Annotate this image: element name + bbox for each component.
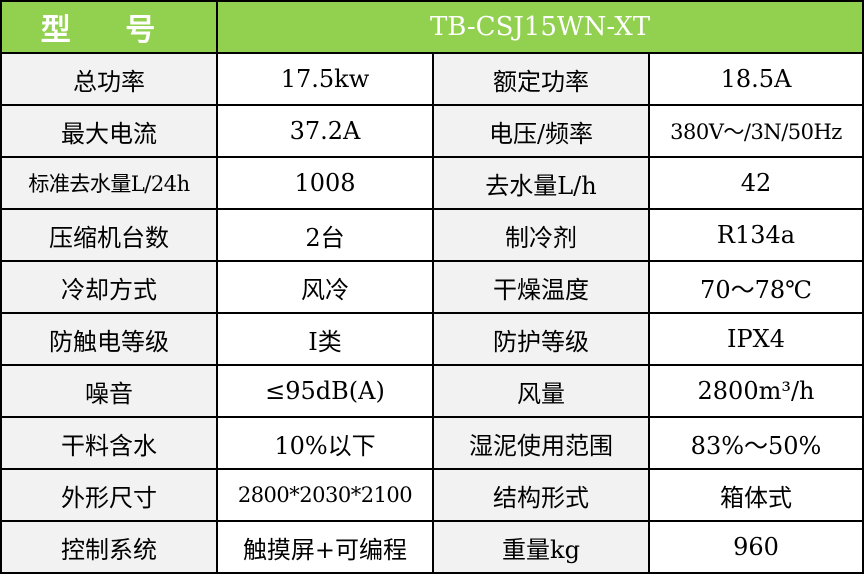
spec-value: 2800m³/h	[647, 364, 864, 418]
table-row: 防触电等级 I类 防护等级 IPX4	[0, 312, 864, 366]
spec-key: 外形尺寸	[0, 468, 218, 522]
spec-key: 压缩机台数	[0, 208, 218, 262]
table-row: 控制系统 触摸屏+可编程 重量kg 960	[0, 520, 864, 574]
spec-value: IPX4	[647, 312, 864, 366]
spec-value: 18.5A	[647, 52, 864, 106]
table-row: 外形尺寸 2800*2030*2100 结构形式 箱体式	[0, 468, 864, 522]
spec-key: 标准去水量L/24h	[0, 156, 218, 210]
spec-key: 防护等级	[432, 312, 650, 366]
spec-key: 电压/频率	[432, 104, 650, 158]
spec-value: 70～78℃	[647, 260, 864, 314]
model-label: 型 号	[0, 0, 218, 54]
spec-value: 1008	[216, 156, 434, 210]
spec-value: 触摸屏+可编程	[216, 520, 434, 574]
spec-value: I类	[216, 312, 434, 366]
spec-key: 干燥温度	[432, 260, 650, 314]
spec-value: 960	[647, 520, 864, 574]
spec-key: 干料含水	[0, 416, 218, 470]
spec-key: 冷却方式	[0, 260, 218, 314]
spec-value: 380V～/3N/50Hz	[647, 104, 864, 158]
spec-key: 额定功率	[432, 52, 650, 106]
spec-value: 17.5kw	[216, 52, 434, 106]
spec-key: 湿泥使用范围	[432, 416, 650, 470]
model-value: TB-CSJ15WN-XT	[215, 0, 864, 54]
spec-value: 2台	[216, 208, 434, 262]
spec-key: 制冷剂	[432, 208, 650, 262]
spec-value: 42	[647, 156, 864, 210]
table-row: 干料含水 10%以下 湿泥使用范围 83%～50%	[0, 416, 864, 470]
spec-key: 最大电流	[0, 104, 218, 158]
table-row: 噪音 ≤95dB(A) 风量 2800m³/h	[0, 364, 864, 418]
table-header-row: 型 号 TB-CSJ15WN-XT	[0, 0, 864, 54]
table-row: 标准去水量L/24h 1008 去水量L/h 42	[0, 156, 864, 210]
spec-value: ≤95dB(A)	[216, 364, 434, 418]
spec-value: 箱体式	[647, 468, 864, 522]
spec-key: 噪音	[0, 364, 218, 418]
table-row: 总功率 17.5kw 额定功率 18.5A	[0, 52, 864, 106]
spec-key: 总功率	[0, 52, 218, 106]
spec-key: 控制系统	[0, 520, 218, 574]
table-row: 冷却方式 风冷 干燥温度 70～78℃	[0, 260, 864, 314]
spec-value: 2800*2030*2100	[216, 468, 434, 522]
spec-key: 防触电等级	[0, 312, 218, 366]
spec-key: 风量	[432, 364, 650, 418]
spec-key: 结构形式	[432, 468, 650, 522]
spec-key: 重量kg	[432, 520, 650, 574]
spec-key: 去水量L/h	[432, 156, 650, 210]
spec-value: 风冷	[216, 260, 434, 314]
spec-value: 37.2A	[216, 104, 434, 158]
spec-value: 83%～50%	[647, 416, 864, 470]
table-row: 最大电流 37.2A 电压/频率 380V～/3N/50Hz	[0, 104, 864, 158]
table-row: 压缩机台数 2台 制冷剂 R134a	[0, 208, 864, 262]
spec-value: R134a	[647, 208, 864, 262]
spec-value: 10%以下	[216, 416, 434, 470]
